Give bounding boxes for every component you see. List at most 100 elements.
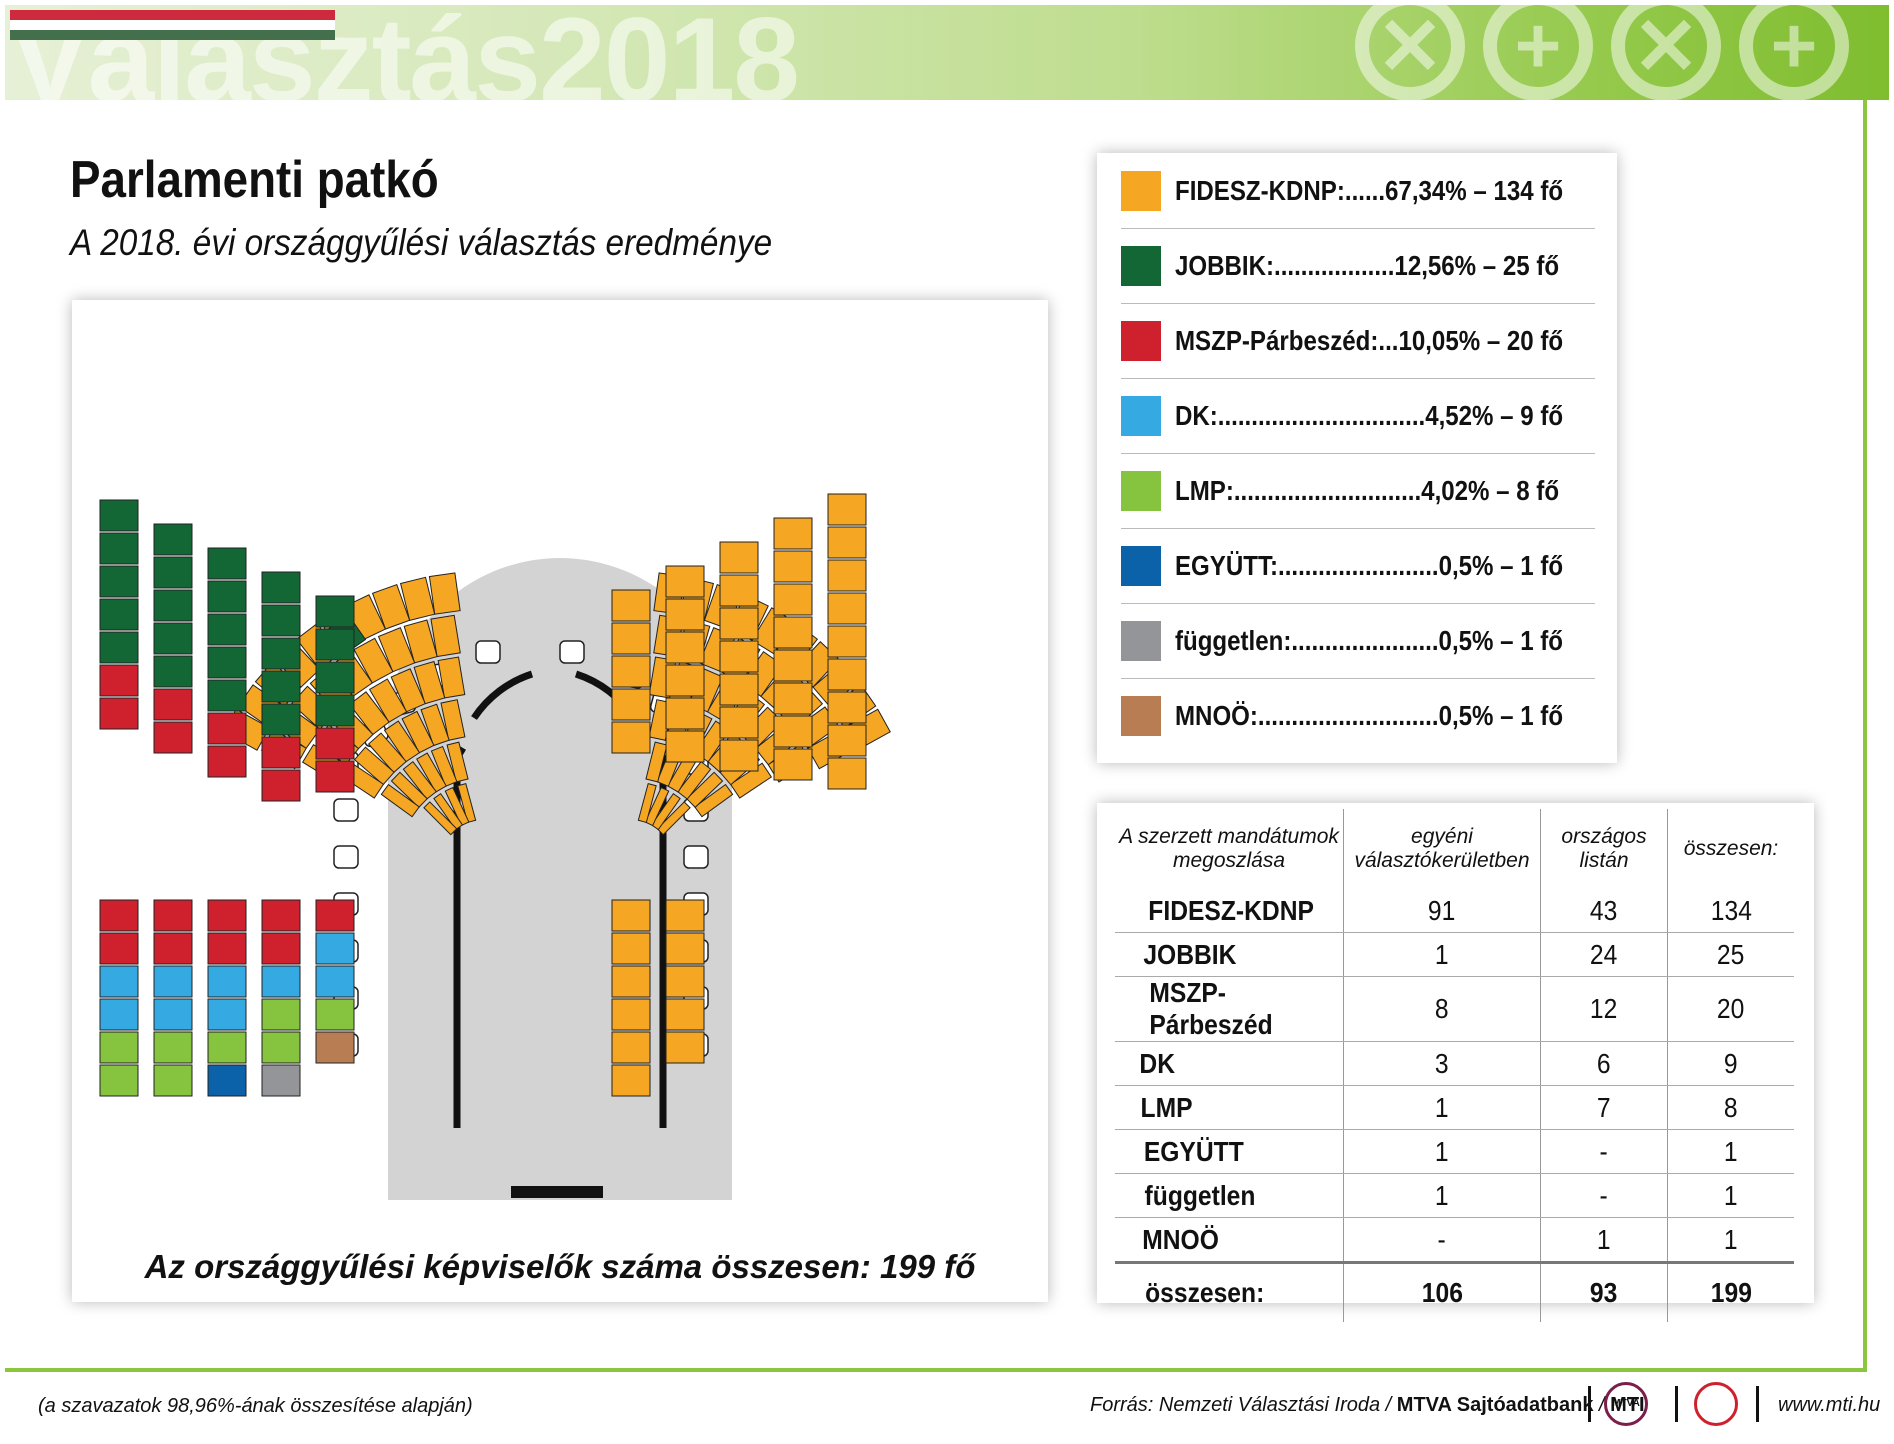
legend-item: MSZP-Párbeszéd:...10,05% – 20 fő xyxy=(1121,303,1595,379)
seat-fidesz-kdnp xyxy=(719,673,759,706)
seat-fidesz-kdnp xyxy=(827,559,867,592)
seat-jobbik xyxy=(315,595,355,628)
seat-chart-panel: Az országgyűlési képviselők száma összes… xyxy=(72,300,1048,1302)
value-cell: 8 xyxy=(1667,1085,1794,1130)
seat-fidesz-kdnp xyxy=(390,668,426,713)
seat-jobbik xyxy=(207,547,247,580)
seat-fidesz-kdnp xyxy=(827,724,867,757)
seat-jobbik xyxy=(315,661,355,694)
seat-fidesz-kdnp xyxy=(611,899,651,932)
seat-lmp xyxy=(315,998,355,1031)
seat-fidesz-kdnp xyxy=(677,761,712,800)
seat-lmp xyxy=(153,1064,193,1097)
table-row: DK 3 6 9 xyxy=(1115,1041,1794,1086)
party-cell: FIDESZ-KDNP xyxy=(1115,889,1344,933)
seat-f-ggetlen xyxy=(261,1064,301,1097)
seat-lmp xyxy=(261,1031,301,1064)
seat-fidesz-kdnp xyxy=(430,614,461,658)
seat-fidesz-kdnp xyxy=(827,625,867,658)
seat-fidesz-kdnp xyxy=(773,649,813,682)
mtva-logo-icon: MTVA xyxy=(1604,1382,1648,1426)
seat-fidesz-kdnp xyxy=(827,592,867,625)
value-cell: 93 xyxy=(1540,1261,1668,1322)
legend-item: DK:...............................4,52% … xyxy=(1121,378,1595,454)
legend-item: független:......................0,5% – 1… xyxy=(1121,603,1595,679)
header-banner: Választás2018 ✕ + ✕ + xyxy=(5,5,1889,100)
seat-fidesz-kdnp xyxy=(377,627,416,673)
legend-item: LMP:............................4,02% – … xyxy=(1121,453,1595,529)
seat-jobbik xyxy=(261,670,301,703)
legend-label: független:......................0,5% – 1… xyxy=(1175,624,1564,656)
value-cell: 1 xyxy=(1343,1085,1541,1130)
value-cell: 106 xyxy=(1343,1261,1541,1322)
seat-total-caption: Az országgyűlési képviselők száma összes… xyxy=(144,1248,976,1285)
seat-mszp-p-rbesz-d xyxy=(315,899,355,932)
seat-jobbik xyxy=(99,631,139,664)
legend-item: JOBBIK:..................12,56% – 25 fő xyxy=(1121,228,1595,304)
party-cell: MSZP-Párbeszéd xyxy=(1115,976,1344,1042)
value-cell: 1 xyxy=(1667,1173,1794,1218)
value-cell: 20 xyxy=(1667,976,1794,1042)
seat-mszp-p-rbesz-d xyxy=(153,899,193,932)
seat-fidesz-kdnp xyxy=(413,660,446,705)
seat-fidesz-kdnp xyxy=(719,607,759,640)
party-cell: DK xyxy=(1115,1041,1344,1086)
party-cell: összesen: xyxy=(1115,1261,1344,1322)
seat-fidesz-kdnp xyxy=(719,739,759,772)
footer-divider xyxy=(1756,1386,1759,1422)
ballot-icons: ✕ + ✕ + xyxy=(1355,5,1849,100)
seat-mszp-p-rbesz-d xyxy=(261,769,301,802)
rostrum xyxy=(511,1186,603,1198)
seat-lmp xyxy=(207,1031,247,1064)
seat-mszp-p-rbesz-d xyxy=(207,899,247,932)
value-cell: - xyxy=(1540,1173,1668,1218)
chair-icon xyxy=(683,845,709,869)
seat-mszp-p-rbesz-d xyxy=(315,760,355,793)
seat-mszp-p-rbesz-d xyxy=(261,736,301,769)
chair-icon xyxy=(475,640,501,664)
seat-fidesz-kdnp xyxy=(611,721,651,754)
party-cell: MNOÖ xyxy=(1115,1217,1344,1263)
seat-fidesz-kdnp xyxy=(401,710,435,754)
seat-fidesz-kdnp xyxy=(665,965,705,998)
seat-fidesz-kdnp xyxy=(773,550,813,583)
seat-fidesz-kdnp xyxy=(403,619,438,664)
seat-fidesz-kdnp xyxy=(665,932,705,965)
value-cell: 43 xyxy=(1540,889,1668,933)
seat-fidesz-kdnp xyxy=(353,637,394,684)
seat-fidesz-kdnp xyxy=(694,783,734,818)
seat-fidesz-kdnp xyxy=(827,658,867,691)
legend-label: FIDESZ-KDNP:......67,34% – 134 fő xyxy=(1175,174,1564,206)
seat-fidesz-kdnp xyxy=(645,741,668,783)
value-cell: 1 xyxy=(1343,1129,1541,1174)
ballot-x-icon: ✕ xyxy=(1355,5,1465,100)
legend-panel: FIDESZ-KDNP:......67,34% – 134 fő JOBBIK:… xyxy=(1097,153,1617,763)
seat-fidesz-kdnp xyxy=(773,517,813,550)
seat-fidesz-kdnp xyxy=(719,706,759,739)
legend-swatch xyxy=(1121,545,1161,586)
seat-fidesz-kdnp xyxy=(773,583,813,616)
seat-fidesz-kdnp xyxy=(611,589,651,622)
seat-jobbik xyxy=(315,628,355,661)
value-cell: 6 xyxy=(1540,1041,1668,1086)
legend-label: EGYÜTT:........................0,5% – 1 … xyxy=(1175,549,1564,581)
value-cell: 1 xyxy=(1343,932,1541,977)
podium-curve-left xyxy=(471,670,534,720)
seat-fidesz-kdnp xyxy=(368,678,408,723)
legend-label: MSZP-Párbeszéd:...10,05% – 20 fő xyxy=(1175,324,1564,356)
seat-jobbik xyxy=(315,694,355,727)
footnote: (a szavazatok 98,96%-ának összesítése al… xyxy=(38,1395,473,1417)
source-bold: MTVA Sajtóadatbank xyxy=(1396,1394,1594,1416)
seat-fidesz-kdnp xyxy=(611,965,651,998)
table-row: LMP 1 7 8 xyxy=(1115,1085,1794,1130)
seat-jobbik xyxy=(261,604,301,637)
seat-jobbik xyxy=(153,523,193,556)
seat-fidesz-kdnp xyxy=(665,730,705,763)
seat-fidesz-kdnp xyxy=(402,761,437,800)
seat-fidesz-kdnp xyxy=(399,576,436,621)
table-row: EGYÜTT 1-1 xyxy=(1115,1129,1794,1174)
header-distribution: A szerzett mandátumok megoszlása xyxy=(1119,825,1339,872)
seat-fidesz-kdnp xyxy=(428,572,461,615)
seat-fidesz-kdnp xyxy=(611,1031,651,1064)
seat-dk xyxy=(153,965,193,998)
